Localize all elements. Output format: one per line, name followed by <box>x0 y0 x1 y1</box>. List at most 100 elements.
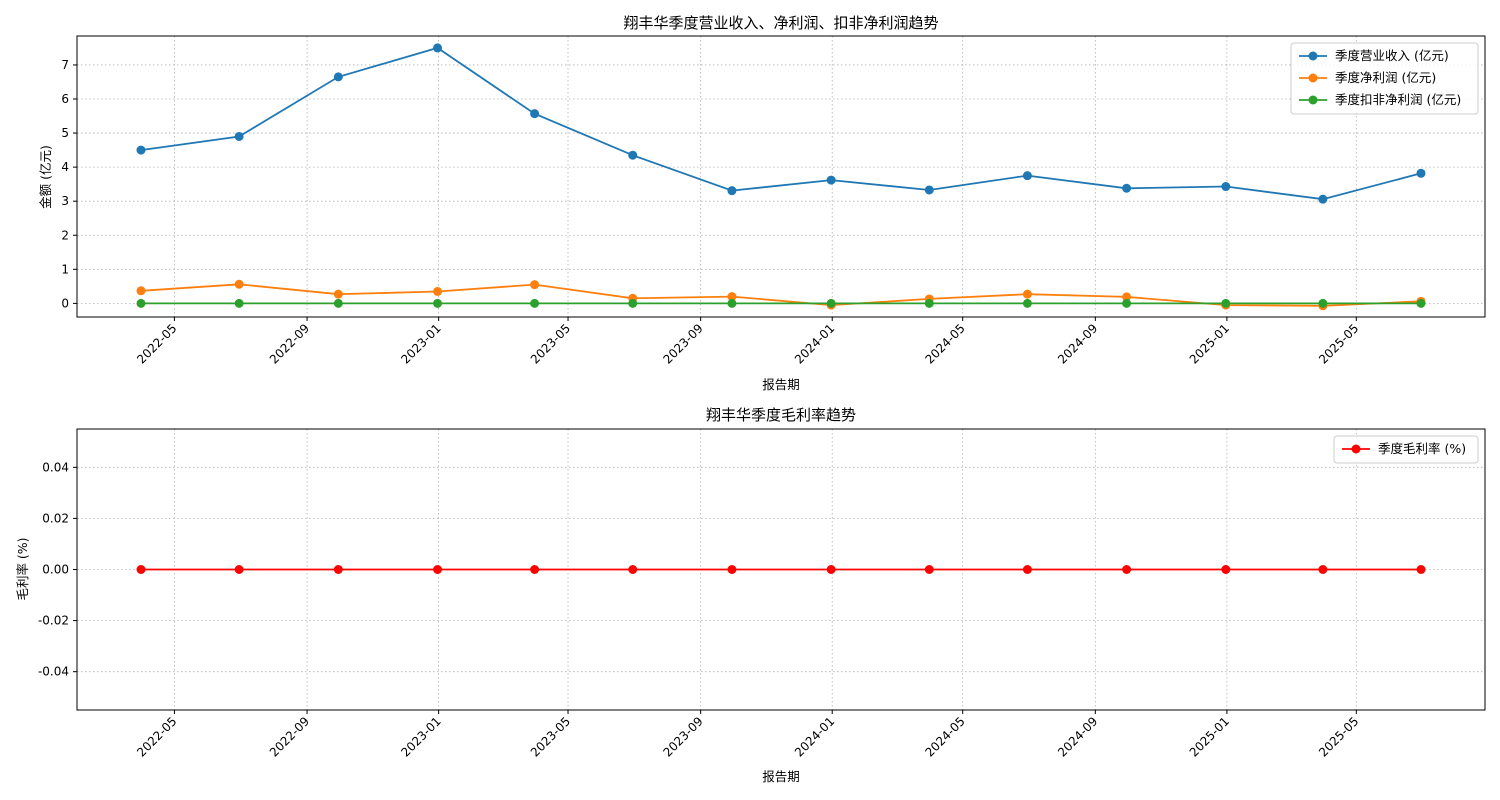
x-tick-label: 2023-05 <box>528 714 573 759</box>
ticks: 2022-05 2022-09 2023-01 2023-05 2023-09 2024-… <box>38 460 1361 759</box>
data-point <box>234 565 244 574</box>
data-point <box>530 298 540 308</box>
data-point <box>1221 565 1231 574</box>
y-tick-label: 2 <box>61 228 69 242</box>
data-point <box>234 131 244 141</box>
data-point <box>433 565 443 574</box>
x-tick-label: 2023-09 <box>660 321 705 366</box>
data-point <box>433 286 443 296</box>
data-point <box>1221 298 1231 308</box>
x-tick-label: 2024-05 <box>922 714 967 759</box>
legend-box <box>1290 42 1479 115</box>
y-tick-label: 0.02 <box>42 511 69 525</box>
legend-entry: 季度扣非净利润 (亿元) <box>1299 92 1461 107</box>
legend: 季度毛利率 (%) <box>1333 435 1479 464</box>
data-point <box>333 298 343 308</box>
x-tick-label: 2024-01 <box>792 714 837 759</box>
chart-title: 翔丰华季度营业收入、净利润、扣非净利润趋势 <box>623 14 938 32</box>
data-point <box>1318 298 1328 308</box>
data-point <box>333 289 343 299</box>
data-point <box>1022 298 1032 308</box>
data-point <box>826 565 836 574</box>
data-point <box>136 145 146 155</box>
legend-box <box>1333 435 1479 464</box>
x-tick-label: 2024-05 <box>922 321 967 366</box>
x-tick-label: 2024-09 <box>1055 321 1100 366</box>
data-point <box>1022 289 1032 299</box>
data-point <box>1416 298 1426 308</box>
legend-label: 季度毛利率 (%) <box>1378 441 1466 456</box>
x-tick-label: 2023-01 <box>398 321 443 366</box>
data-point <box>1122 565 1132 574</box>
y-tick-label: 3 <box>61 194 69 208</box>
y-tick-label: 7 <box>61 58 69 72</box>
plot-frame <box>76 35 1486 318</box>
y-tick-label: 1 <box>61 262 69 276</box>
data-point <box>924 565 934 574</box>
y-axis-label: 金额 (亿元) <box>38 145 53 209</box>
data-point <box>924 185 934 195</box>
x-tick-label: 2024-01 <box>792 321 837 366</box>
data-point <box>530 280 540 290</box>
grid <box>77 36 1485 317</box>
x-axis-label: 报告期 <box>762 377 800 392</box>
revenue-profit-chart: 翔丰华季度营业收入、净利润、扣非净利润趋势 报告期 金额 (亿元) 2022-0… <box>38 14 1486 392</box>
data-point <box>433 298 443 308</box>
data-point <box>136 286 146 296</box>
series <box>136 43 1426 311</box>
legend-label: 季度营业收入 (亿元) <box>1335 48 1449 63</box>
x-tick-label: 2024-09 <box>1055 714 1100 759</box>
legend-label: 季度净利润 (亿元) <box>1335 70 1436 85</box>
x-tick-label: 2025-05 <box>1316 714 1361 759</box>
data-point <box>826 175 836 185</box>
y-axis-label: 毛利率 (%) <box>15 537 30 600</box>
y-tick-label: -0.02 <box>38 614 69 628</box>
data-point <box>1221 182 1231 192</box>
data-point <box>1022 171 1032 181</box>
data-point <box>530 109 540 119</box>
x-tick-label: 2025-01 <box>1187 321 1232 366</box>
y-tick-label: 4 <box>61 160 69 174</box>
data-point <box>136 565 146 574</box>
x-tick-label: 2023-05 <box>528 321 573 366</box>
data-point <box>628 565 638 574</box>
chart-title: 翔丰华季度毛利率趋势 <box>706 406 856 424</box>
data-point <box>1318 194 1328 204</box>
x-tick-label: 2022-09 <box>267 321 312 366</box>
legend-label: 季度扣非净利润 (亿元) <box>1335 92 1461 107</box>
legend-entry: 季度营业收入 (亿元) <box>1299 48 1449 63</box>
gross-margin-chart: 翔丰华季度毛利率趋势 报告期 毛利率 (%) 2022-05 2022-09 202… <box>15 406 1486 784</box>
data-point <box>727 565 737 574</box>
data-point <box>1022 565 1032 574</box>
legend: 季度营业收入 (亿元) 季度净利润 (亿元) 季度扣非净利润 (亿元) <box>1290 42 1479 115</box>
y-tick-label: 0 <box>61 296 69 310</box>
x-tick-label: 2023-01 <box>398 714 443 759</box>
plot-frame <box>76 428 1486 711</box>
x-tick-label: 2023-09 <box>660 714 705 759</box>
y-tick-label: -0.04 <box>38 665 69 679</box>
data-point <box>628 298 638 308</box>
y-tick-label: 5 <box>61 126 69 140</box>
x-tick-label: 2022-05 <box>134 714 179 759</box>
data-point <box>1416 168 1426 178</box>
data-point <box>333 72 343 82</box>
y-tick-label: 0.00 <box>42 563 69 577</box>
data-point <box>433 43 443 53</box>
x-tick-label: 2022-09 <box>267 714 312 759</box>
x-tick-label: 2025-05 <box>1316 321 1361 366</box>
data-point <box>727 292 737 302</box>
legend-entry: 季度毛利率 (%) <box>1342 441 1466 456</box>
x-axis-label: 报告期 <box>762 769 800 784</box>
ticks: 2022-05 2022-09 2023-01 2023-05 2023-09 2024-… <box>61 58 1361 367</box>
data-point <box>234 298 244 308</box>
data-point <box>727 298 737 308</box>
data-point <box>234 279 244 289</box>
series <box>136 565 1426 574</box>
data-point <box>1122 183 1132 193</box>
data-point <box>333 565 343 574</box>
x-tick-label: 2025-01 <box>1187 714 1232 759</box>
x-tick-label: 2022-05 <box>134 321 179 366</box>
data-point <box>924 298 934 308</box>
data-point <box>136 298 146 308</box>
